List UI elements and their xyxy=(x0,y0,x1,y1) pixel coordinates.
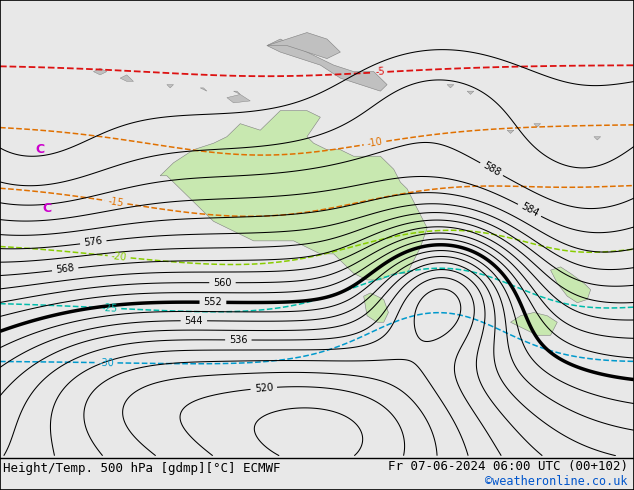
Text: 560: 560 xyxy=(213,278,231,288)
Text: 536: 536 xyxy=(229,335,248,345)
Polygon shape xyxy=(227,95,250,103)
Polygon shape xyxy=(507,130,514,133)
Text: -5: -5 xyxy=(375,67,385,77)
Text: C: C xyxy=(42,202,51,215)
Polygon shape xyxy=(160,111,427,280)
Polygon shape xyxy=(167,85,174,88)
Polygon shape xyxy=(510,313,557,335)
Text: Fr 07-06-2024 06:00 UTC (00+102): Fr 07-06-2024 06:00 UTC (00+102) xyxy=(387,460,628,473)
Text: -15: -15 xyxy=(107,196,125,208)
Polygon shape xyxy=(233,91,240,95)
Text: -10: -10 xyxy=(366,137,384,149)
Polygon shape xyxy=(550,267,591,303)
Text: -20: -20 xyxy=(111,251,127,263)
Text: 588: 588 xyxy=(481,160,502,178)
Text: 544: 544 xyxy=(184,316,203,326)
Text: 552: 552 xyxy=(204,297,223,307)
Text: 568: 568 xyxy=(55,263,75,275)
Text: ©weatheronline.co.uk: ©weatheronline.co.uk xyxy=(485,474,628,488)
Polygon shape xyxy=(467,91,474,95)
Text: -25: -25 xyxy=(101,303,118,314)
Polygon shape xyxy=(267,39,387,91)
Text: 584: 584 xyxy=(519,201,540,219)
Text: C: C xyxy=(36,143,44,156)
Polygon shape xyxy=(534,123,541,127)
Polygon shape xyxy=(447,85,454,88)
Polygon shape xyxy=(267,32,340,59)
Polygon shape xyxy=(93,69,107,75)
Polygon shape xyxy=(594,137,600,140)
Text: 576: 576 xyxy=(84,236,103,248)
Polygon shape xyxy=(200,88,207,91)
Polygon shape xyxy=(364,293,389,322)
Text: -30: -30 xyxy=(98,358,114,368)
Text: 520: 520 xyxy=(254,382,273,394)
Polygon shape xyxy=(120,75,134,81)
Text: Height/Temp. 500 hPa [gdmp][°C] ECMWF: Height/Temp. 500 hPa [gdmp][°C] ECMWF xyxy=(3,462,281,475)
